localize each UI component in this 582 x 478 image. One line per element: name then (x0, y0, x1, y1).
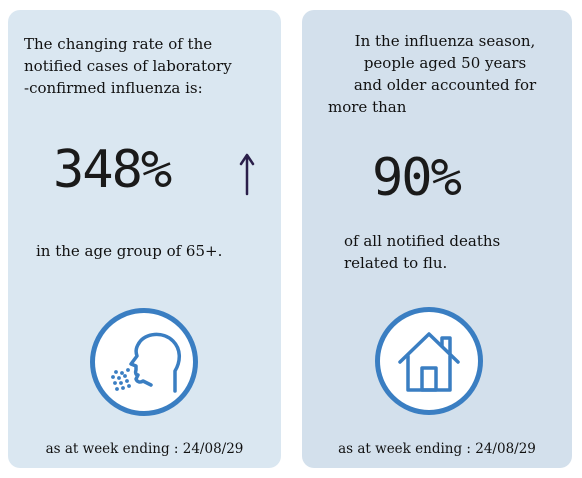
week-ending-note: as at week ending : 24/08/29 (338, 441, 536, 457)
detail-line: related to flu. (344, 254, 448, 272)
deaths-description: In the influenza season, people aged 50 … (320, 30, 570, 118)
detail-line: of all notified deaths (344, 232, 501, 250)
week-ending-note: as at week ending : 24/08/29 (45, 441, 244, 457)
intro-line: In the influenza season, (354, 32, 536, 50)
flu-deaths-card: In the influenza season, people aged 50 … (302, 10, 572, 468)
rate-statistic: 348% (53, 140, 172, 200)
intro-line: The changing rate of the (24, 35, 213, 53)
intro-line: people aged 50 years (363, 54, 527, 72)
intro-line: and older accounted for (353, 76, 537, 94)
cough-sneeze-icon (111, 332, 181, 393)
cough-icon-badge (90, 308, 198, 416)
rate-description: The changing rate of the notified cases … (24, 33, 274, 99)
deaths-detail: of all notified deaths related to flu. (344, 230, 544, 274)
intro-line: notified cases of laboratory (24, 57, 232, 75)
house-icon (398, 332, 460, 392)
house-icon-badge (375, 307, 483, 415)
intro-line: -confirmed influenza is: (24, 79, 203, 97)
age-group-text: in the age group of 65+. (36, 242, 223, 260)
deaths-statistic: 90% (372, 148, 462, 208)
influenza-rate-card: The changing rate of the notified cases … (8, 10, 281, 468)
up-arrow-icon (239, 153, 255, 196)
intro-line: more than (328, 98, 407, 116)
